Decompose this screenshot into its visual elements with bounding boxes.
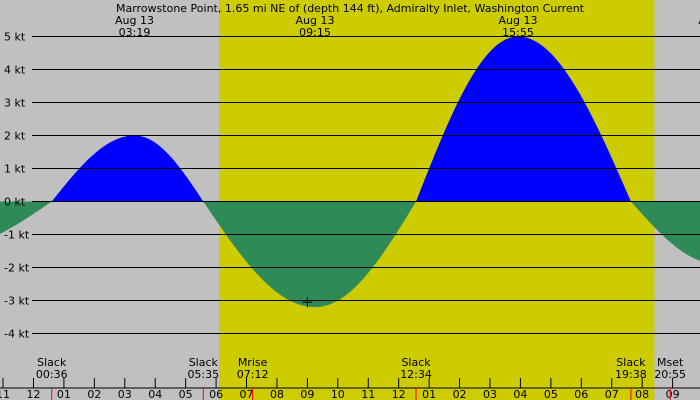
x-tick-label: 09 xyxy=(666,388,680,400)
x-axis: 11 12 01 02 03 04 05 06 07 08 09 10 11 12 01 02 03 04 05 06… xyxy=(0,378,700,400)
event-time: 20:55 xyxy=(654,368,686,381)
event-label: Slack xyxy=(37,356,67,369)
event-label: Mrise xyxy=(238,356,268,369)
y-tick-label: 2 kt xyxy=(4,130,26,143)
x-tick-label: 07 xyxy=(240,388,254,400)
event-label: Slack xyxy=(401,356,431,369)
y-tick-label: 5 kt xyxy=(4,31,26,44)
x-tick-label: 08 xyxy=(270,388,284,400)
event-time: 07:12 xyxy=(237,368,269,381)
x-tick-label: 11 xyxy=(361,388,375,400)
event-label: Slack xyxy=(189,356,219,369)
x-tick-label: 03 xyxy=(483,388,497,400)
y-tick-label: 0 kt xyxy=(4,196,26,209)
peak-date: Aug 13 xyxy=(115,14,154,27)
x-tick-label: 11 xyxy=(0,388,10,400)
x-tick-label: 05 xyxy=(544,388,558,400)
ebb-current-area xyxy=(0,201,700,308)
y-tick-label: 3 kt xyxy=(4,97,26,110)
event-time: 12:34 xyxy=(400,368,432,381)
peak-date: Aug xyxy=(698,14,700,27)
x-tick-label: 06 xyxy=(209,388,223,400)
peak-time: 03:19 xyxy=(119,26,151,39)
peak-time: 15:55 xyxy=(502,26,534,39)
x-tick-label: 10 xyxy=(331,388,345,400)
x-tick-label: 04 xyxy=(148,388,162,400)
y-tick-label: 4 kt xyxy=(4,64,26,77)
x-tick-label: 04 xyxy=(513,388,527,400)
y-tick-label: -3 kt xyxy=(4,295,30,308)
x-tick-label: 02 xyxy=(87,388,101,400)
y-tick-label: -1 kt xyxy=(4,229,30,242)
y-axis-labels: 5 kt 4 kt 3 kt 2 kt 1 kt 0 kt -1 kt -2 kt -3 kt -… xyxy=(4,31,30,341)
x-tick-label: 01 xyxy=(57,388,71,400)
event-time: 05:35 xyxy=(187,368,219,381)
peak-time: 09:15 xyxy=(299,26,331,39)
x-tick-label: 07 xyxy=(605,388,619,400)
x-tick-label: 03 xyxy=(118,388,132,400)
y-tick-label: 1 kt xyxy=(4,163,26,176)
x-tick-label: 08 xyxy=(635,388,649,400)
y-tick-label: -2 kt xyxy=(4,262,30,275)
x-tick-label: 02 xyxy=(453,388,467,400)
x-tick-label: 12 xyxy=(26,388,40,400)
current-time-marker xyxy=(302,297,313,308)
event-label: Mset xyxy=(657,356,684,369)
x-tick-label: 09 xyxy=(300,388,314,400)
x-tick-label: 12 xyxy=(392,388,406,400)
peak-date: Aug 13 xyxy=(296,14,335,27)
x-tick-label: 01 xyxy=(422,388,436,400)
x-tick-label: 05 xyxy=(179,388,193,400)
peak-date: Aug 13 xyxy=(499,14,538,27)
event-time: 19:38 xyxy=(615,368,647,381)
event-labels: Slack00:36Slack05:35Mrise07:12Slack12:34… xyxy=(36,356,686,400)
gridlines xyxy=(32,36,700,334)
event-label: Slack xyxy=(616,356,646,369)
x-tick-label: 06 xyxy=(574,388,588,400)
chart-title: Marrowstone Point, 1.65 mi NE of (depth … xyxy=(116,2,585,15)
flood-current-area xyxy=(0,36,700,202)
event-time: 00:36 xyxy=(36,368,68,381)
y-tick-label: -4 kt xyxy=(4,328,30,341)
